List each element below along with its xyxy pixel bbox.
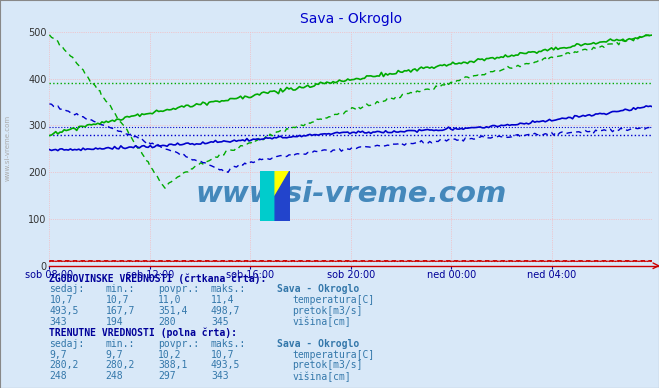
Text: 248: 248 xyxy=(49,371,67,381)
Title: Sava - Okroglo: Sava - Okroglo xyxy=(300,12,402,26)
Text: 11,0: 11,0 xyxy=(158,295,182,305)
Text: www.si-vreme.com: www.si-vreme.com xyxy=(195,180,507,208)
Text: 280,2: 280,2 xyxy=(105,360,135,371)
Text: 10,7: 10,7 xyxy=(49,295,73,305)
Text: min.:: min.: xyxy=(105,339,135,349)
Text: TRENUTNE VREDNOSTI (polna črta):: TRENUTNE VREDNOSTI (polna črta): xyxy=(49,328,237,338)
Text: 10,7: 10,7 xyxy=(211,350,235,360)
Text: 10,7: 10,7 xyxy=(105,295,129,305)
Text: 194: 194 xyxy=(105,317,123,327)
Polygon shape xyxy=(275,171,290,196)
Text: pretok[m3/s]: pretok[m3/s] xyxy=(293,306,363,316)
Text: maks.:: maks.: xyxy=(211,339,246,349)
Text: 11,4: 11,4 xyxy=(211,295,235,305)
Text: Sava - Okroglo: Sava - Okroglo xyxy=(277,284,359,294)
Text: sedaj:: sedaj: xyxy=(49,284,84,294)
Text: 9,7: 9,7 xyxy=(49,350,67,360)
Text: maks.:: maks.: xyxy=(211,284,246,294)
Text: višina[cm]: višina[cm] xyxy=(293,371,351,382)
Text: 498,7: 498,7 xyxy=(211,306,241,316)
Text: Sava - Okroglo: Sava - Okroglo xyxy=(277,339,359,349)
Text: 280: 280 xyxy=(158,317,176,327)
Text: 9,7: 9,7 xyxy=(105,350,123,360)
Text: 345: 345 xyxy=(211,317,229,327)
Text: 167,7: 167,7 xyxy=(105,306,135,316)
Text: višina[cm]: višina[cm] xyxy=(293,317,351,327)
Text: min.:: min.: xyxy=(105,284,135,294)
Text: pretok[m3/s]: pretok[m3/s] xyxy=(293,360,363,371)
Text: ZGODOVINSKE VREDNOSTI (črtkana črta):: ZGODOVINSKE VREDNOSTI (črtkana črta): xyxy=(49,274,267,284)
Text: sedaj:: sedaj: xyxy=(49,339,84,349)
Text: 351,4: 351,4 xyxy=(158,306,188,316)
Text: 297: 297 xyxy=(158,371,176,381)
Text: 343: 343 xyxy=(49,317,67,327)
Text: temperatura[C]: temperatura[C] xyxy=(293,295,375,305)
Text: www.si-vreme.com: www.si-vreme.com xyxy=(5,114,11,180)
Text: 280,2: 280,2 xyxy=(49,360,79,371)
Text: povpr.:: povpr.: xyxy=(158,284,199,294)
Polygon shape xyxy=(275,171,290,221)
Text: povpr.:: povpr.: xyxy=(158,339,199,349)
Text: 343: 343 xyxy=(211,371,229,381)
Text: temperatura[C]: temperatura[C] xyxy=(293,350,375,360)
Bar xyxy=(260,171,275,221)
Text: 10,2: 10,2 xyxy=(158,350,182,360)
Text: 388,1: 388,1 xyxy=(158,360,188,371)
Text: 493,5: 493,5 xyxy=(211,360,241,371)
Text: 493,5: 493,5 xyxy=(49,306,79,316)
Text: 248: 248 xyxy=(105,371,123,381)
